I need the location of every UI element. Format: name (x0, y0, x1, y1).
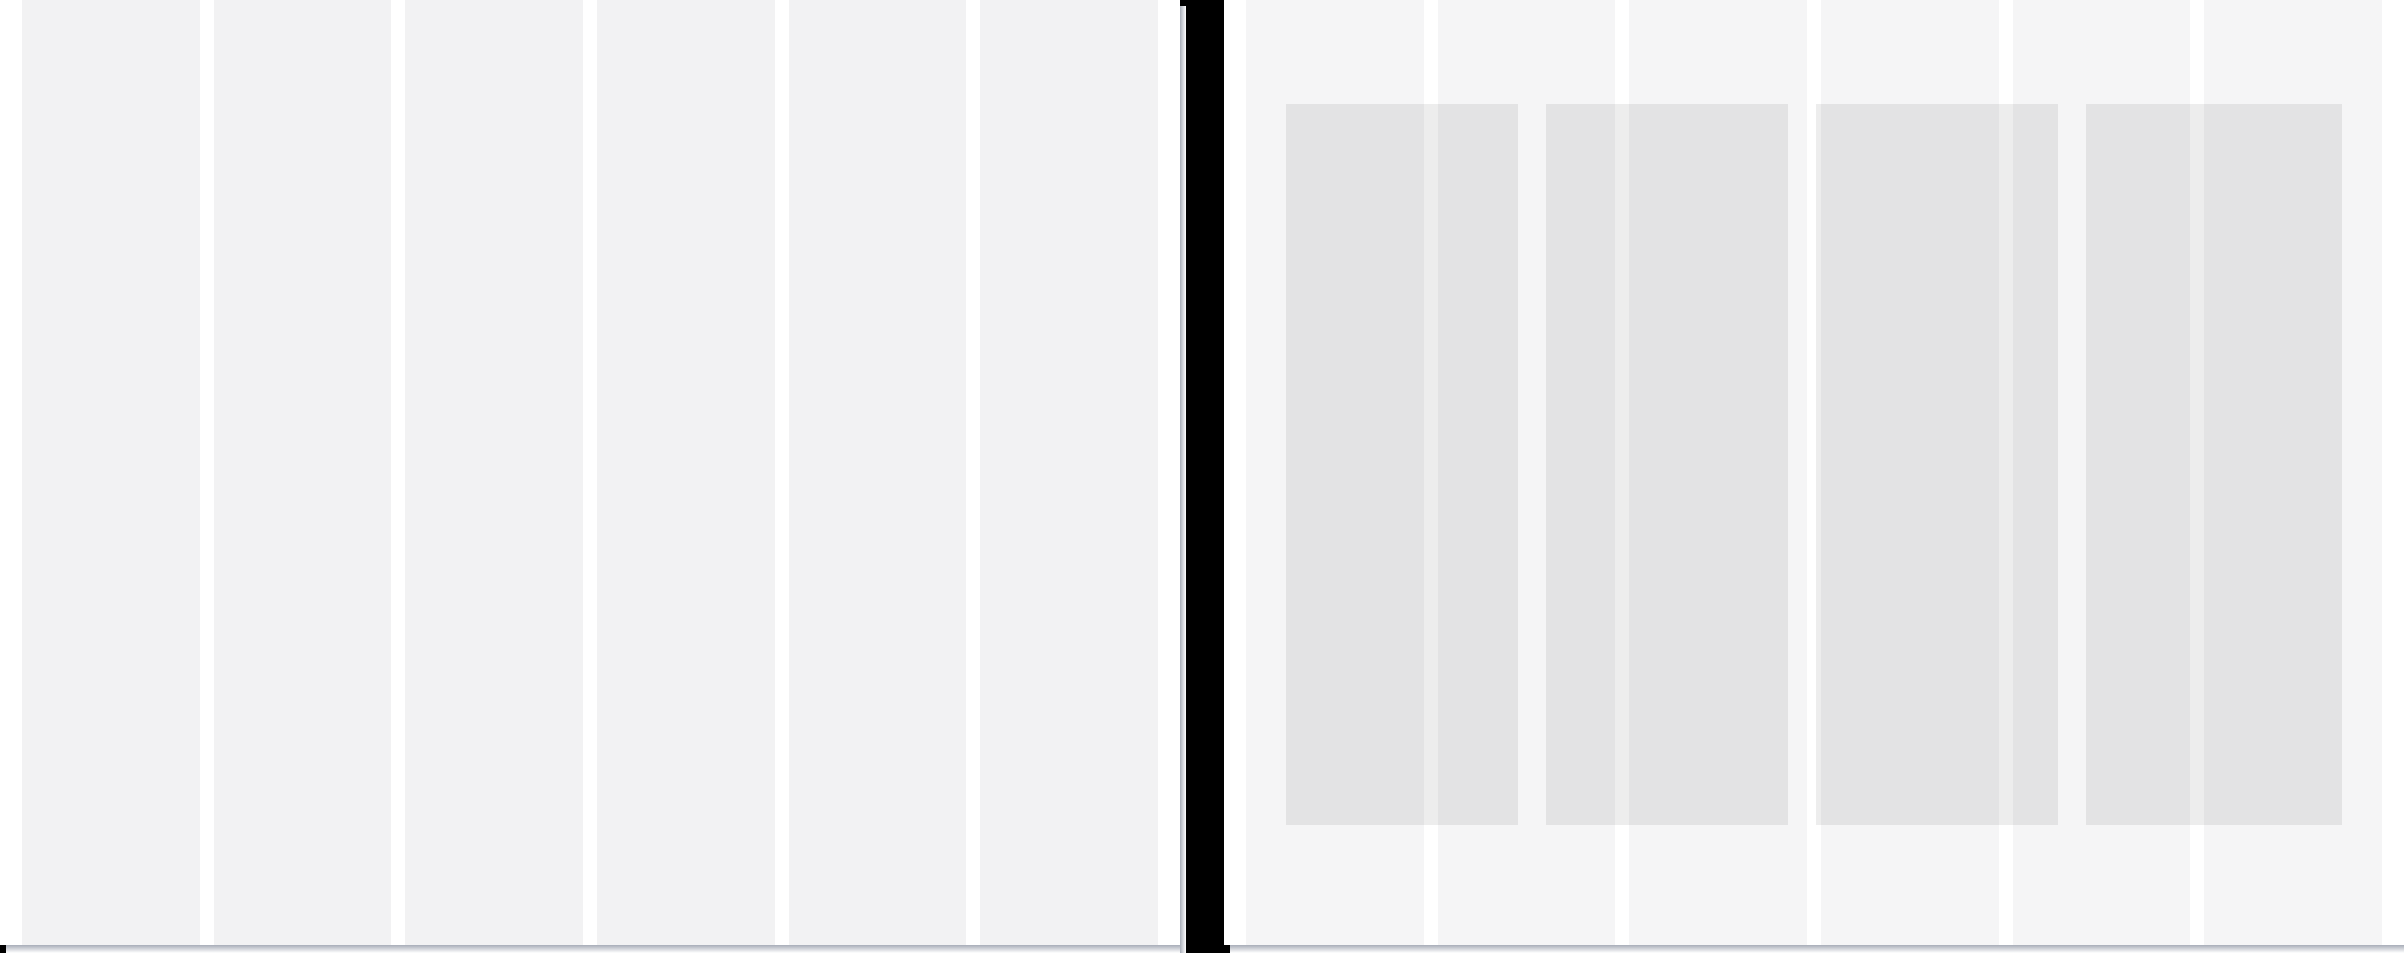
overlay-block (1816, 104, 2058, 825)
grid-column (22, 0, 200, 945)
overlay-block (1546, 104, 1788, 825)
grid-column (789, 0, 967, 945)
grid-column (214, 0, 392, 945)
grid-column (980, 0, 1158, 945)
grid-column (405, 0, 583, 945)
grid-columns (0, 0, 1180, 945)
grid-panel-left (0, 0, 1180, 945)
overlay-block (1286, 104, 1518, 825)
panel-shadow-bottom (1230, 945, 2404, 953)
grid-panel-right (1224, 0, 2404, 945)
panel-shadow-bottom (6, 945, 1180, 953)
grid-column (597, 0, 775, 945)
overlay-block (2086, 104, 2342, 825)
panel-shadow-right (1180, 6, 1186, 953)
overlay-blocks (1286, 104, 2342, 825)
